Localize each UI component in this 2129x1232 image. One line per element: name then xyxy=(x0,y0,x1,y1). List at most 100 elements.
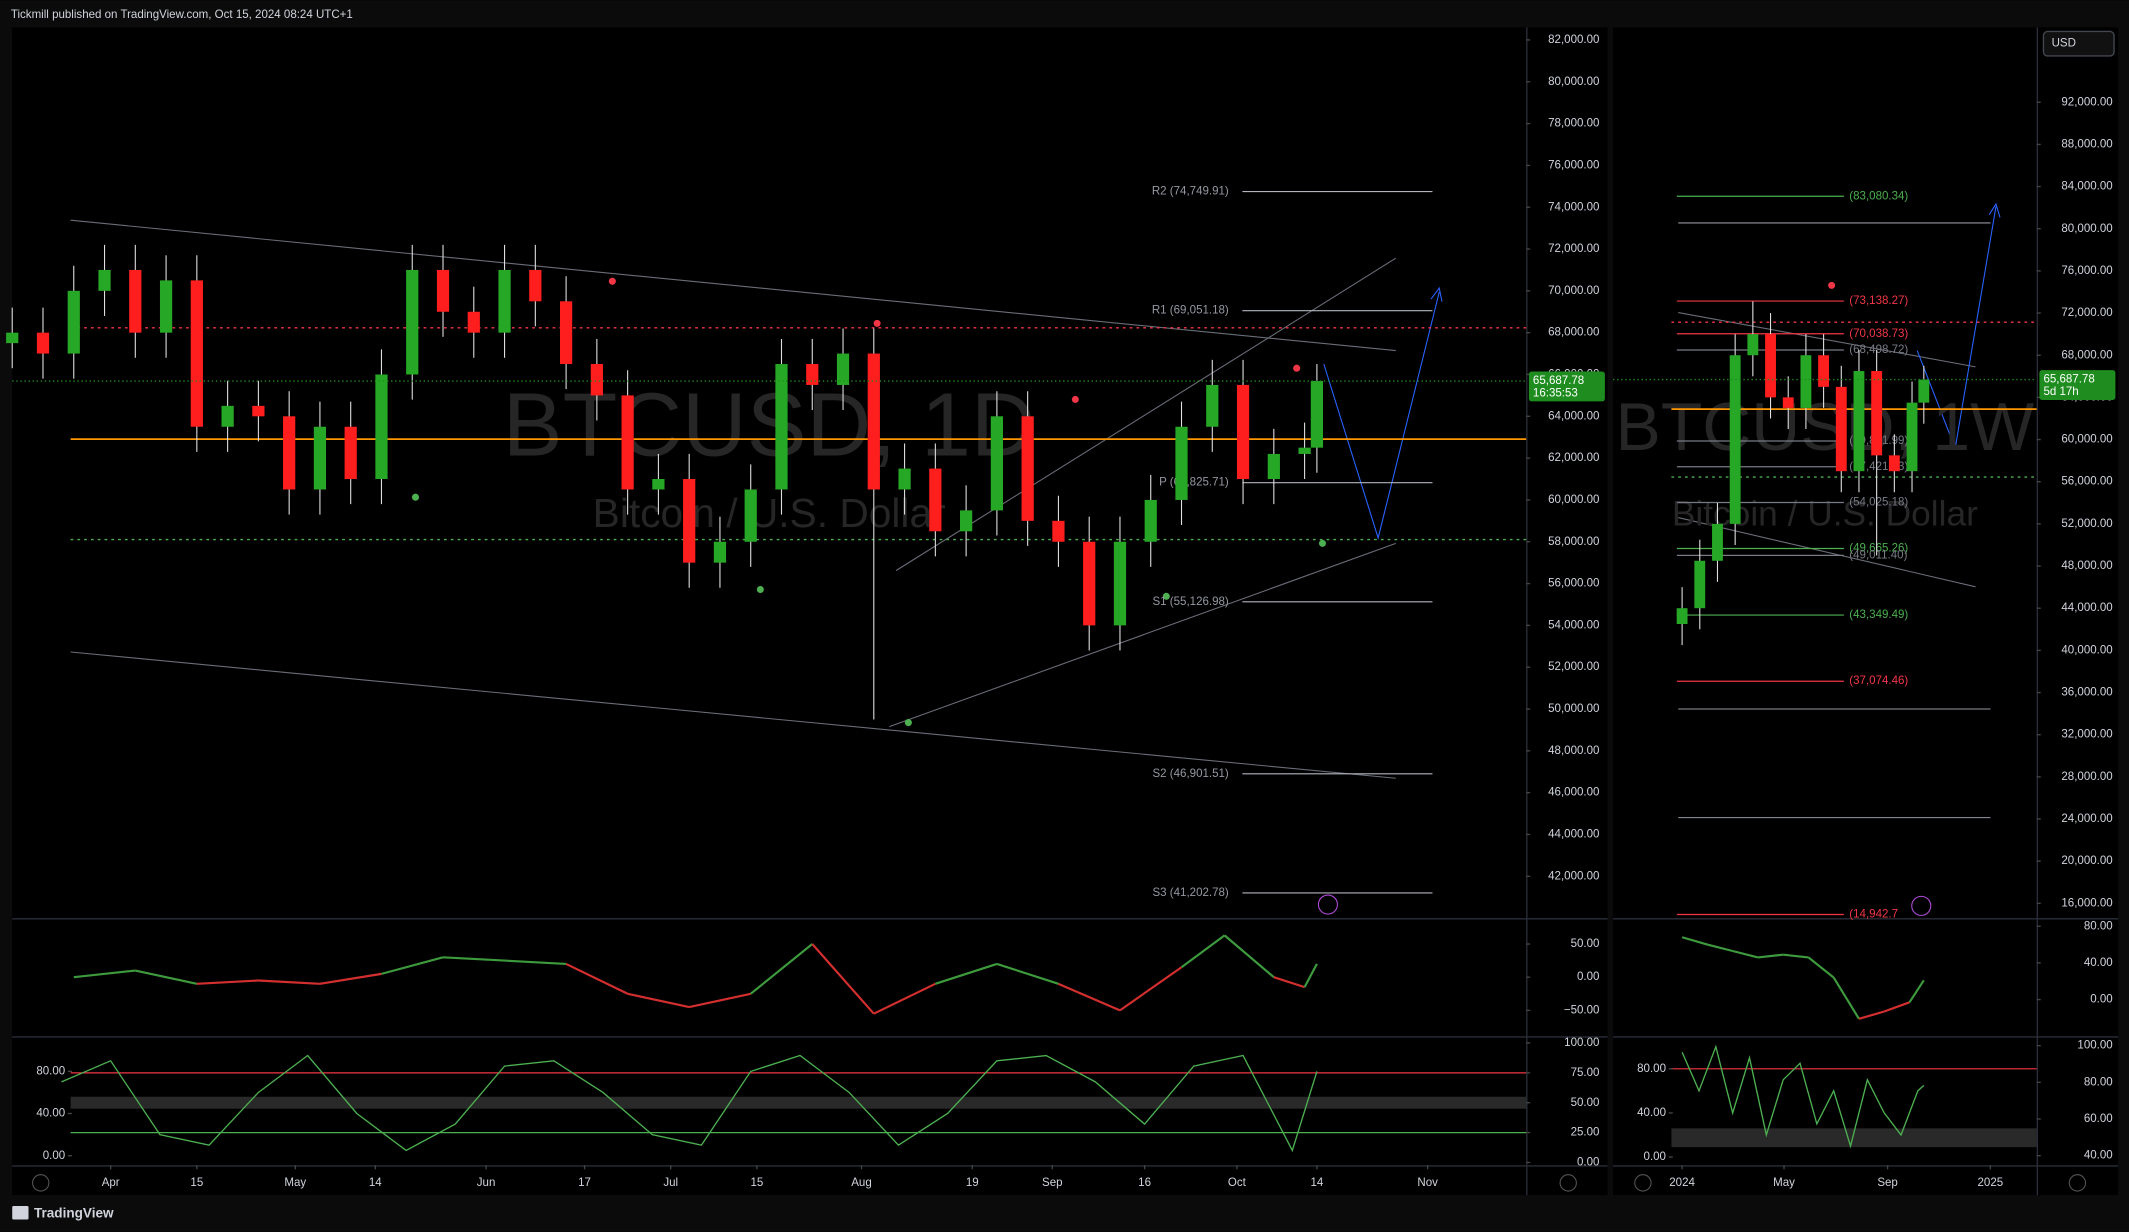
oscillator-segment xyxy=(1057,982,1121,1012)
candle-body xyxy=(713,541,727,563)
zoom-button[interactable] xyxy=(32,1174,50,1192)
watermark-symbol: BTCUSD, 1W xyxy=(1616,390,2035,465)
x-tick-label: Sep xyxy=(1042,1177,1063,1189)
candle-body xyxy=(1747,334,1759,356)
y-tick-label: 16,000.00 xyxy=(2061,897,2112,909)
signal-dot xyxy=(411,493,420,501)
candle-body xyxy=(252,405,265,417)
last-price-countdown: 5d 17h xyxy=(2043,386,2078,398)
candle-body xyxy=(1236,384,1250,480)
y-tick-label: 78,000.00 xyxy=(1548,118,1599,130)
watermark-description: Bitcoin / U.S. Dollar xyxy=(593,490,946,536)
x-tick-label: 14 xyxy=(369,1177,382,1189)
indicator-tick-label: 80.00 xyxy=(36,1065,65,1077)
indicator-tick-label: 25.00 xyxy=(1571,1127,1600,1139)
last-price-box xyxy=(2039,370,2116,400)
y-tick-label: 36,000.00 xyxy=(2061,687,2112,699)
indicator-tick-label: 40.00 xyxy=(2084,1150,2113,1162)
signal-dot xyxy=(1828,281,1836,289)
candle-body xyxy=(867,353,880,490)
oscillator-segment xyxy=(996,962,1059,985)
candle-body xyxy=(929,468,942,532)
alert-icon[interactable] xyxy=(1317,894,1338,915)
candle-body xyxy=(313,426,327,490)
oscillator-segment xyxy=(258,979,320,985)
oscillator-segment xyxy=(73,969,136,979)
x-tick-label: 14 xyxy=(1310,1177,1323,1189)
currency-button[interactable] xyxy=(2042,30,2115,57)
signal-dot xyxy=(873,319,881,327)
level-label: (49,011.40) xyxy=(1849,549,1907,561)
y-tick-label: 76,000.00 xyxy=(2061,265,2112,277)
y-tick-label: 64,000.00 xyxy=(1548,410,1599,422)
y-tick-label: 88,000.00 xyxy=(2061,138,2112,150)
candle-body xyxy=(1871,371,1883,456)
level-label: (54,025.18) xyxy=(1849,497,1908,509)
x-tick-label: 15 xyxy=(190,1177,203,1189)
y-tick-label: 32,000.00 xyxy=(2061,729,2112,741)
level-label: R2 (74,749.91) xyxy=(1152,186,1229,198)
x-tick-label: 15 xyxy=(750,1177,763,1189)
candle-body xyxy=(375,374,388,480)
y-tick-label: 56,000.00 xyxy=(1548,578,1599,590)
y-tick-label: 20,000.00 xyxy=(2061,855,2112,867)
candle-body xyxy=(344,426,357,480)
y-tick-label: 48,000.00 xyxy=(2061,560,2112,572)
auto-button[interactable] xyxy=(2068,1174,2087,1192)
candle-body xyxy=(1765,334,1776,398)
candle-body xyxy=(1052,520,1065,542)
y-tick-label: 60,000.00 xyxy=(1548,494,1599,506)
indicator-band xyxy=(70,1096,1527,1109)
oscillator-segment xyxy=(1303,963,1318,988)
oscillator-segment xyxy=(381,956,444,975)
level-label: (14,942.7 xyxy=(1849,909,1898,921)
level-label: (68,498.72) xyxy=(1849,344,1908,356)
indicator-tick-label: 0.00 xyxy=(1577,971,1599,983)
x-tick-label: 19 xyxy=(966,1177,979,1189)
candle-body xyxy=(744,489,757,542)
y-tick-label: 68,000.00 xyxy=(1548,327,1599,339)
auto-button[interactable] xyxy=(1559,1174,1577,1192)
indicator-tick-label: 80.00 xyxy=(2084,1076,2113,1088)
candle-body xyxy=(1835,386,1847,472)
indicator-tick-label: 75.00 xyxy=(1571,1067,1600,1079)
y-tick-label: 58,000.00 xyxy=(1548,536,1599,548)
oscillator-segment xyxy=(1707,943,1733,953)
oscillator-segment xyxy=(627,992,690,1009)
x-tick-label: 2025 xyxy=(1978,1177,2004,1189)
last-price-label: 65,687.78 xyxy=(1533,375,1584,387)
candle-body xyxy=(1906,402,1918,472)
y-tick-label: 74,000.00 xyxy=(1548,201,1599,213)
arrow-head xyxy=(1988,202,2001,218)
candle-body xyxy=(1267,453,1280,480)
y-tick-label: 82,000.00 xyxy=(1548,34,1599,46)
candle-body xyxy=(806,364,819,385)
separators xyxy=(12,27,2119,1196)
right-pane xyxy=(1613,27,2119,1196)
y-tick-label: 72,000.00 xyxy=(1548,243,1599,255)
y-tick-label: 52,000.00 xyxy=(1548,661,1599,673)
alert-icon[interactable] xyxy=(1911,895,1932,916)
y-tick-label: 70,000.00 xyxy=(1548,285,1599,297)
x-tick-label: Sep xyxy=(1877,1177,1898,1189)
candle-body xyxy=(1818,355,1830,387)
trend-line xyxy=(1678,517,1976,588)
x-tick-label: 2024 xyxy=(1669,1177,1695,1189)
candle-body xyxy=(129,269,142,333)
oscillator-segment xyxy=(688,992,751,1009)
candle-body xyxy=(1918,379,1930,403)
oscillator-segment xyxy=(135,969,198,985)
level-label: (49,665.26) xyxy=(1849,543,1908,555)
x-tick-label: Oct xyxy=(1228,1177,1247,1189)
last-price-countdown: 16:35:53 xyxy=(1533,387,1578,399)
candle-body xyxy=(67,290,80,354)
candle-body xyxy=(221,405,234,427)
y-tick-label: 72,000.00 xyxy=(2061,307,2112,319)
y-tick-label: 46,000.00 xyxy=(1548,787,1599,799)
candle-body xyxy=(436,269,450,312)
zoom-button[interactable] xyxy=(1634,1174,1652,1192)
y-tick-label: 28,000.00 xyxy=(2061,771,2112,783)
oscillator-line xyxy=(1681,1044,1925,1149)
